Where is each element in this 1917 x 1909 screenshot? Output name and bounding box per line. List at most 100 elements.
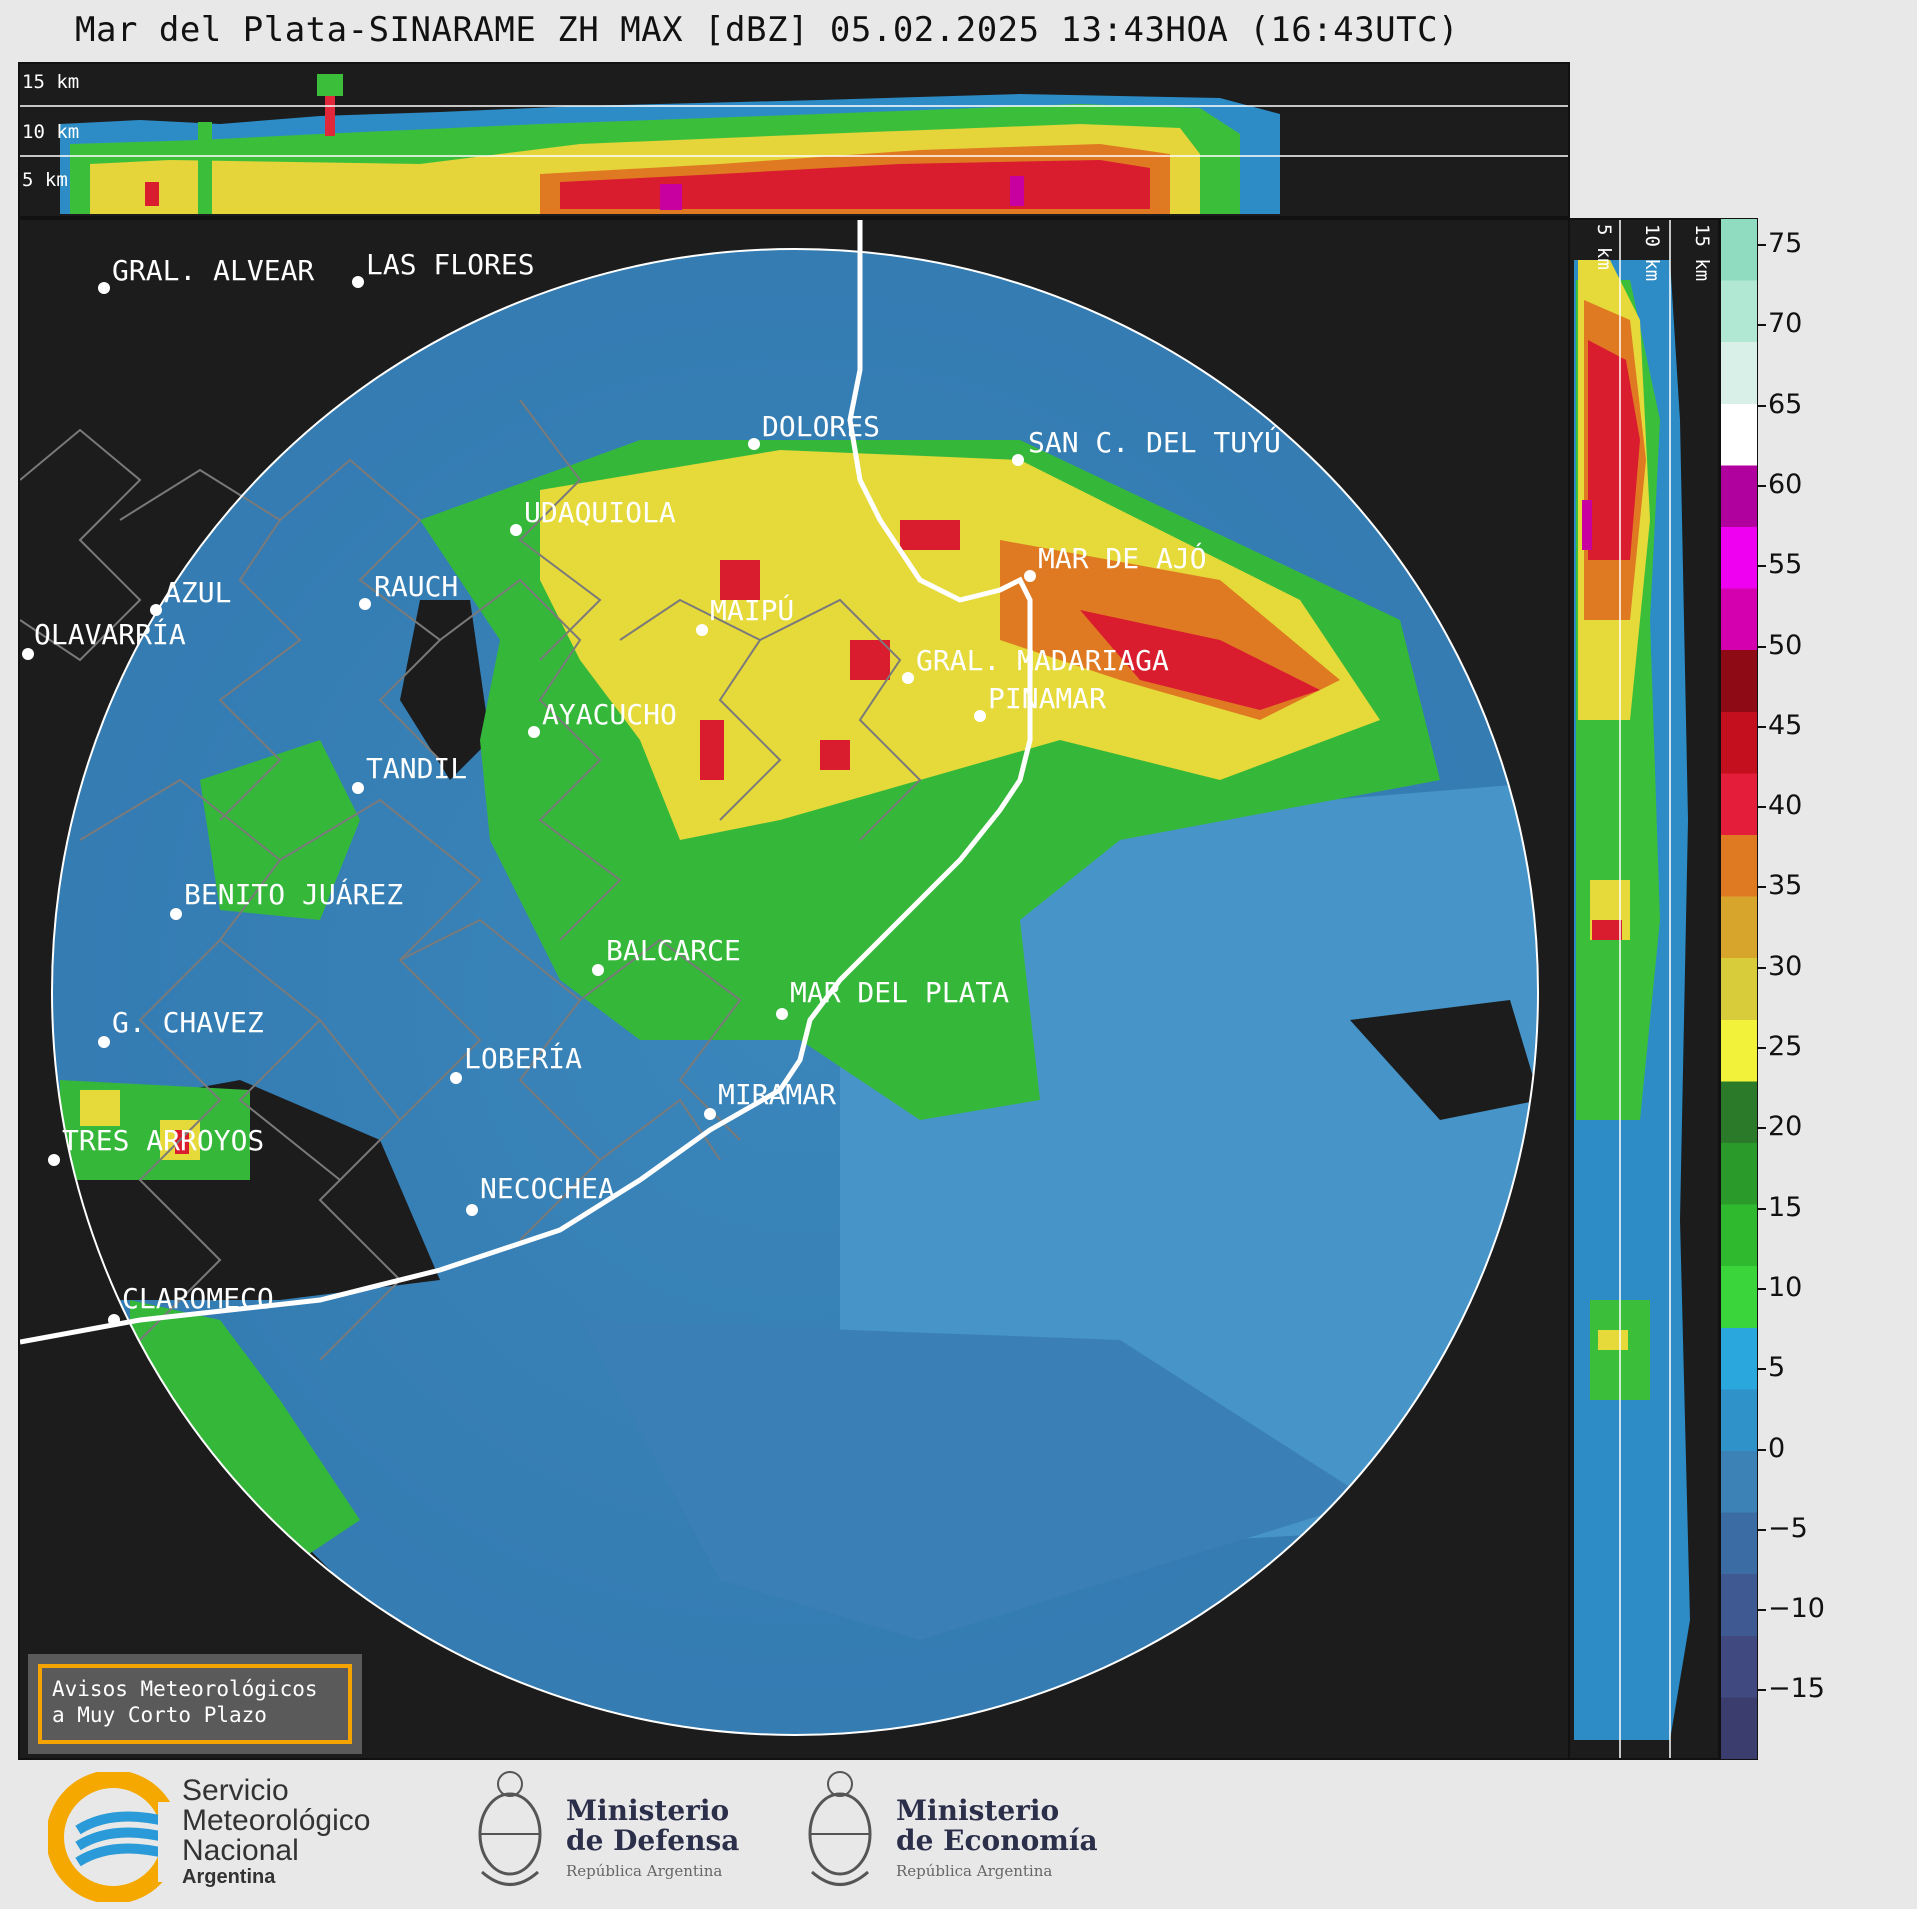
notice-line-1: Avisos Meteorológicos [52,1677,318,1701]
colorbar-tick-label: 0 [1768,1432,1786,1464]
smn-line-3: Nacional [182,1834,299,1867]
top-cross-section-panel: 15 km 10 km 5 km [18,62,1570,218]
economia-logo-text: Ministerio de Economía República Argenti… [896,1796,1098,1886]
colorbar-tick [1758,324,1766,327]
smn-logo-text: Servicio Meteorológico Nacional Argentin… [182,1774,371,1889]
defensa-shield-icon [478,1771,542,1886]
town-dot [974,710,986,722]
colorbar-tick-label: 30 [1768,950,1803,982]
colorbar-tick-label: 35 [1768,870,1803,902]
colorbar-tick [1758,565,1766,568]
top-alt-label-15: 15 km [22,71,79,93]
side-alt-label-5: 5 km [1593,224,1615,270]
colorbar-tick [1758,1689,1766,1692]
town-dot [1024,570,1036,582]
town-label: BALCARCE [606,934,741,967]
smn-line-4: Argentina [182,1866,276,1888]
town-label: CLAROMECO [122,1282,274,1315]
town-dot [450,1072,462,1084]
smn-logo-icon [48,1772,188,1902]
colorbar-tick-label: 10 [1768,1271,1803,1303]
town-dot [704,1108,716,1120]
town-label: LAS FLORES [366,248,535,281]
radar-map-panel: GRAL. ALVEAR LAS FLORES DOLORES SAN C. D… [18,218,1570,1760]
town-label: TRES ARROYOS [62,1124,264,1157]
town-label: GRAL. ALVEAR [112,254,314,287]
town-label: TANDIL [366,752,467,785]
town-dot [748,438,760,450]
colorbar-tick-label: 25 [1768,1031,1803,1062]
colorbar-tick [1758,1287,1766,1290]
colorbar-tick [1758,484,1766,487]
colorbar-tick-label: 40 [1768,790,1803,822]
town-label: SAN C. DEL TUYÚ [1028,425,1281,459]
town-dot [98,282,110,294]
town-dot [170,908,182,920]
top-cross-section-plot: 15 km 10 km 5 km [20,71,1568,214]
colorbar-tick [1758,244,1766,246]
town-label: DOLORES [762,410,880,443]
colorbar-tick-label: 55 [1768,549,1803,581]
side-alt-label-15: 15 km [1691,224,1713,281]
town-dot [359,598,371,610]
town-dot [98,1036,110,1048]
top-alt-label-10: 10 km [22,121,79,143]
town-dot [1012,454,1024,466]
colorbar-tick-label: 60 [1768,468,1803,500]
chart-title: Mar del Plata-SINARAME ZH MAX [dBZ] 05.0… [75,10,1460,50]
notice-box[interactable]: Avisos Meteorológicos a Muy Corto Plazo [28,1654,362,1754]
town-dot [902,672,914,684]
economia-shield-icon [808,1771,872,1886]
economia-line-1: Ministerio [896,1794,1060,1827]
town-label: MAR DE AJÓ [1038,541,1207,575]
town-markers: GRAL. ALVEAR LAS FLORES DOLORES SAN C. D… [22,248,1281,1326]
side-cross-section-plot: 5 km 10 km 15 km [1574,220,1713,1758]
colorbar-tick-label: 70 [1768,308,1803,340]
colorbar-tick-label: 15 [1768,1191,1803,1223]
town-dot [150,604,162,616]
town-dot [696,624,708,636]
colorbar-tick [1758,1609,1766,1612]
smn-line-1: Servicio [182,1774,289,1807]
town-label: NECOCHEA [480,1172,615,1205]
colorbar-tick [1758,1368,1766,1371]
town-dot [528,726,540,738]
defensa-line-1: Ministerio [566,1794,730,1827]
town-label: AYACUCHO [542,698,677,731]
town-dot [592,964,604,976]
province-borders [20,399,922,1361]
town-label: MAIPÚ [710,593,794,627]
town-label: UDAQUIOLA [524,496,676,529]
colorbar-tick-label: 50 [1768,629,1803,661]
colorbar-tick [1758,886,1766,889]
town-label: MAR DEL PLATA [790,976,1009,1009]
colorbar-tick-label: 20 [1768,1111,1803,1143]
colorbar-tick-label: −10 [1768,1593,1825,1625]
colorbar-tick [1758,1127,1766,1130]
town-dot [48,1154,60,1166]
town-label: LOBERÍA [464,1041,582,1075]
smn-line-2: Meteorológico [182,1804,371,1837]
notice-line-2: a Muy Corto Plazo [52,1703,267,1727]
colorbar-tick [1758,1207,1766,1210]
economia-line-2: de Economía [896,1824,1098,1857]
town-label: AZUL [164,576,231,609]
range-ring [51,248,1539,1736]
colorbar-tick [1758,966,1766,969]
defensa-line-2: de Defensa [566,1824,740,1857]
town-dot [108,1314,120,1326]
colorbar-tick-label: 45 [1768,709,1803,741]
colorbar-tick [1758,1528,1766,1531]
town-label: PINAMAR [988,682,1106,715]
town-dot [22,648,34,660]
defensa-logo-text: Ministerio de Defensa República Argentin… [566,1796,739,1886]
colorbar [1720,218,1758,1760]
side-alt-label-10: 10 km [1641,224,1663,281]
town-label: BENITO JUÁREZ [184,877,403,911]
town-label: OLAVARRÍA [34,617,186,651]
coastline [20,220,1033,1345]
town-dot [352,782,364,794]
radar-map: GRAL. ALVEAR LAS FLORES DOLORES SAN C. D… [20,220,1539,1754]
colorbar-tick-label: 5 [1768,1352,1786,1384]
economia-line-3: República Argentina [896,1862,1053,1880]
